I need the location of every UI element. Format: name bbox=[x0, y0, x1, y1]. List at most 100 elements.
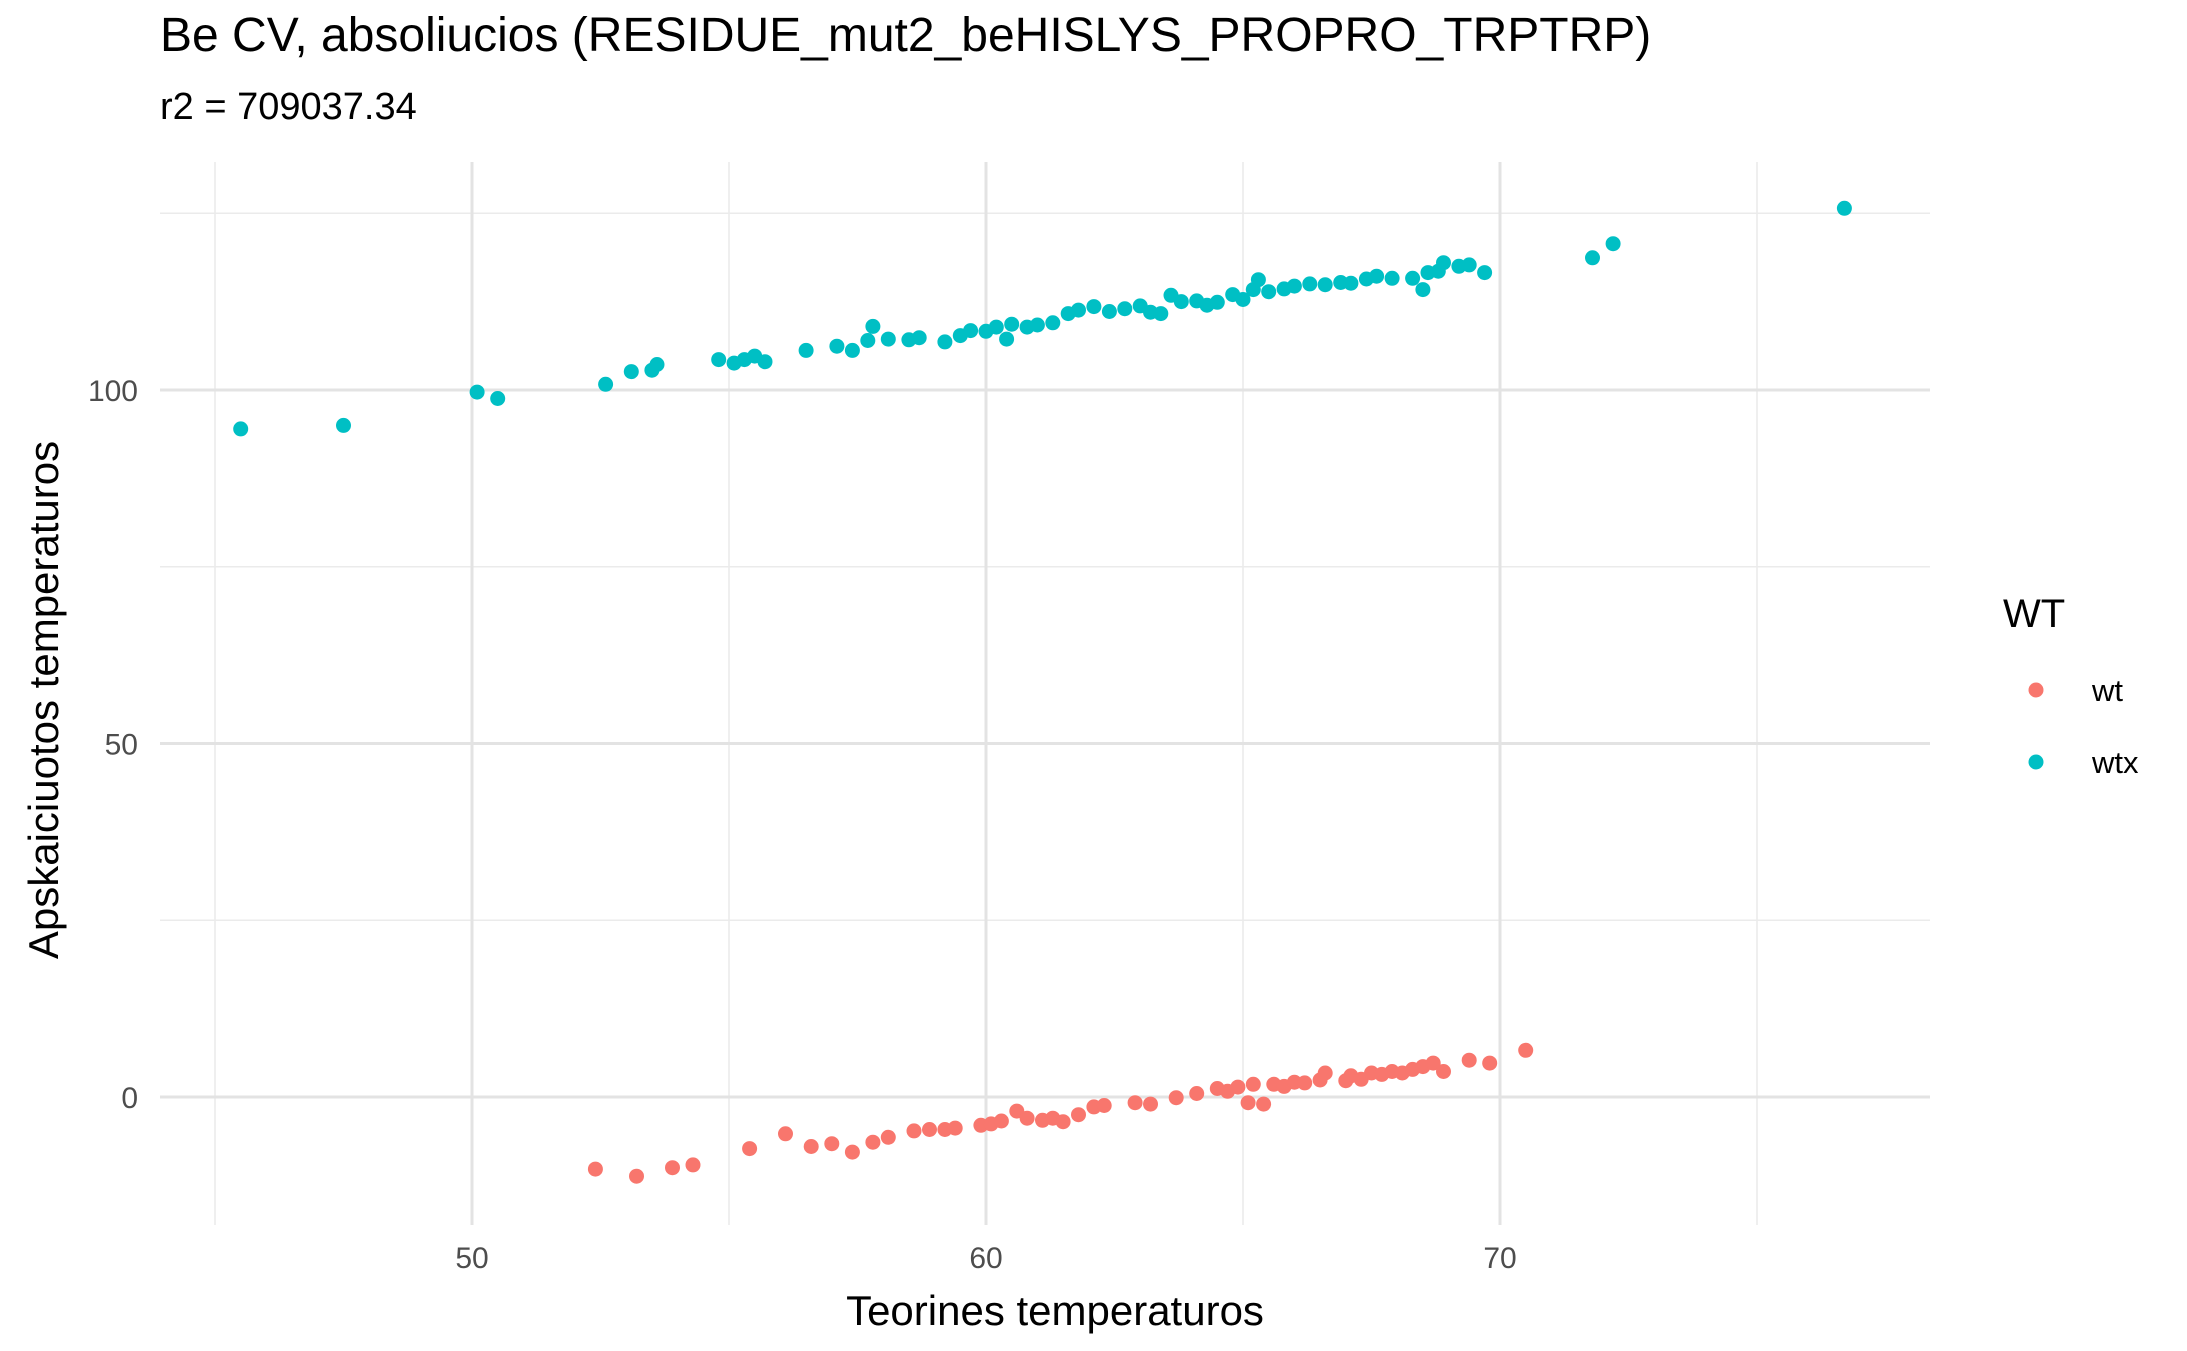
data-point-wt bbox=[1482, 1055, 1498, 1071]
data-point-wtx bbox=[649, 357, 665, 372]
y-axis-title: Apskaiciuotos temperaturos bbox=[20, 441, 67, 959]
data-point-wt bbox=[1168, 1090, 1184, 1106]
data-point-wtx bbox=[1605, 236, 1621, 252]
data-point-wtx bbox=[999, 331, 1015, 347]
data-point-wt bbox=[865, 1134, 881, 1150]
data-point-wtx bbox=[988, 319, 1004, 335]
legend-key-wt bbox=[2028, 682, 2044, 698]
data-point-wt bbox=[1127, 1095, 1143, 1111]
data-point-wtx bbox=[1153, 306, 1169, 322]
data-point-wt bbox=[685, 1157, 701, 1173]
grid-major bbox=[160, 162, 1930, 1225]
chart-title: Be CV, absoliucios (RESIDUE_mut2_beHISLY… bbox=[160, 9, 1652, 62]
data-point-wtx bbox=[336, 417, 351, 433]
legend-label-wt: wt bbox=[2091, 673, 2123, 708]
data-point-wtx bbox=[1317, 277, 1333, 293]
x-tick-label: 50 bbox=[455, 1242, 488, 1275]
data-point-wt bbox=[844, 1144, 860, 1160]
data-point-wtx bbox=[1086, 299, 1102, 315]
data-point-wtx bbox=[1436, 255, 1451, 271]
x-tick-label: 70 bbox=[1483, 1242, 1516, 1275]
data-point-wt bbox=[824, 1136, 840, 1152]
data-point-wt bbox=[1189, 1086, 1205, 1101]
data-point-wtx bbox=[1384, 270, 1400, 286]
data-point-wtx bbox=[1836, 200, 1852, 216]
legend-title: WT bbox=[2003, 592, 2065, 636]
data-point-wtx bbox=[865, 318, 881, 334]
data-point-wt bbox=[1143, 1096, 1158, 1112]
chart-subtitle: r2 = 709037.34 bbox=[160, 86, 417, 128]
grid-minor bbox=[160, 162, 1930, 1225]
data-point-wt bbox=[1256, 1096, 1272, 1112]
x-tick-label: 60 bbox=[969, 1242, 1002, 1275]
data-point-wt bbox=[742, 1141, 758, 1157]
legend: WT wt wtx bbox=[2003, 592, 2139, 780]
data-point-wtx bbox=[1101, 304, 1117, 319]
data-point-wt bbox=[1461, 1052, 1477, 1068]
data-point-wtx bbox=[880, 331, 896, 347]
data-point-wtx bbox=[937, 334, 953, 350]
y-tick-label: 50 bbox=[105, 729, 138, 762]
data-point-wtx bbox=[829, 338, 845, 354]
data-point-wtx bbox=[598, 376, 614, 392]
data-point-wtx bbox=[1369, 268, 1385, 284]
data-point-wt bbox=[778, 1126, 793, 1142]
data-point-wtx bbox=[490, 391, 506, 406]
data-point-wtx bbox=[1235, 292, 1251, 307]
data-point-wtx bbox=[1343, 275, 1359, 291]
data-point-wt bbox=[587, 1161, 603, 1177]
data-point-wt bbox=[665, 1160, 680, 1176]
data-point-wt bbox=[947, 1120, 963, 1136]
y-axis-ticks: 0 50 100 bbox=[88, 375, 138, 1115]
legend-key-wtx bbox=[2028, 754, 2044, 770]
data-point-wtx bbox=[1302, 276, 1318, 292]
data-point-wtx bbox=[1071, 302, 1086, 318]
data-point-wtx bbox=[469, 384, 485, 400]
legend-label-wtx: wtx bbox=[2091, 745, 2139, 780]
data-point-wt bbox=[922, 1122, 937, 1137]
data-point-wtx bbox=[1173, 294, 1189, 310]
data-point-wt bbox=[803, 1139, 819, 1154]
x-axis-ticks: 50 60 70 bbox=[455, 1242, 1516, 1275]
data-point-wtx bbox=[1405, 270, 1421, 286]
data-point-wtx bbox=[911, 330, 927, 346]
data-point-wt bbox=[629, 1168, 644, 1184]
data-point-wtx bbox=[1250, 272, 1266, 288]
data-point-wtx bbox=[1004, 316, 1020, 332]
data-point-wt bbox=[1245, 1076, 1261, 1092]
data-point-wt bbox=[1019, 1110, 1035, 1126]
data-point-wt bbox=[1436, 1064, 1451, 1079]
data-point-wtx bbox=[711, 352, 727, 368]
data-point-wtx bbox=[844, 342, 860, 358]
data-point-wt bbox=[880, 1129, 896, 1145]
data-point-wt bbox=[1297, 1075, 1313, 1091]
data-point-wt bbox=[1317, 1065, 1333, 1081]
series-wtx bbox=[233, 200, 1852, 437]
data-point-wtx bbox=[1261, 284, 1277, 300]
data-point-wtx bbox=[1477, 265, 1493, 281]
data-point-wt bbox=[1096, 1098, 1112, 1113]
data-point-wtx bbox=[1461, 257, 1477, 273]
data-point-wtx bbox=[963, 323, 979, 339]
data-point-wtx bbox=[1286, 278, 1302, 294]
data-point-wtx bbox=[1415, 282, 1431, 298]
data-point-wt bbox=[1518, 1042, 1534, 1058]
data-point-wtx bbox=[1585, 250, 1600, 266]
data-point-wt bbox=[1240, 1095, 1256, 1111]
data-point-wtx bbox=[860, 333, 876, 348]
data-point-wt bbox=[993, 1113, 1009, 1129]
data-point-wtx bbox=[623, 364, 639, 380]
data-point-wtx bbox=[233, 421, 249, 437]
data-point-wtx bbox=[1045, 315, 1061, 331]
data-point-wt bbox=[906, 1123, 922, 1139]
data-point-wtx bbox=[1209, 294, 1225, 310]
data-point-wt bbox=[1071, 1107, 1086, 1123]
data-point-wt bbox=[1230, 1079, 1246, 1095]
data-point-wtx bbox=[1117, 301, 1133, 317]
series-wt bbox=[587, 1042, 1534, 1184]
data-point-wt bbox=[1055, 1114, 1071, 1130]
data-point-wt bbox=[1425, 1055, 1441, 1071]
y-tick-label: 0 bbox=[121, 1082, 138, 1115]
data-point-wtx bbox=[798, 342, 814, 358]
